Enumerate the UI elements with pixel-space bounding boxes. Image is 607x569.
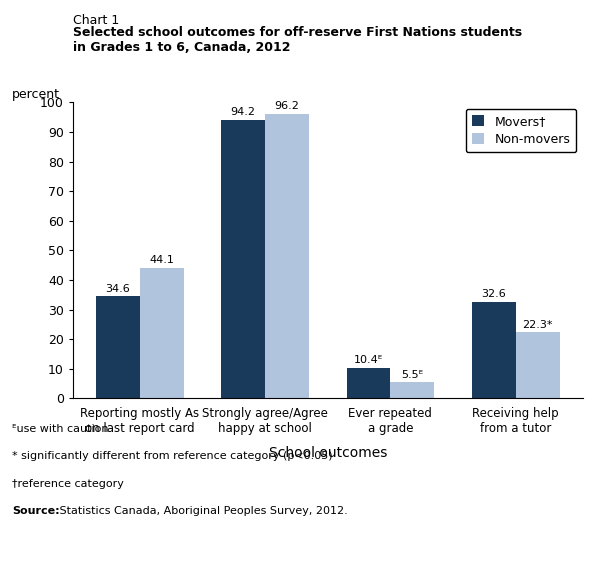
Bar — [347, 368, 390, 398]
Bar — [390, 382, 434, 398]
Text: Selected school outcomes for off-reserve First Nations students
in Grades 1 to 6: Selected school outcomes for off-reserve… — [73, 26, 522, 53]
Text: percent: percent — [12, 88, 60, 101]
Text: 96.2: 96.2 — [274, 101, 299, 112]
Bar — [516, 332, 560, 398]
Bar — [140, 268, 184, 398]
Text: Statistics Canada, Aboriginal Peoples Survey, 2012.: Statistics Canada, Aboriginal Peoples Su… — [56, 506, 348, 516]
Text: 94.2: 94.2 — [231, 107, 256, 117]
Text: 5.5ᴱ: 5.5ᴱ — [401, 370, 424, 380]
Text: †reference category: †reference category — [12, 479, 124, 489]
X-axis label: School outcomes: School outcomes — [268, 446, 387, 460]
Text: ᴱuse with caution: ᴱuse with caution — [12, 424, 109, 434]
Legend: Movers†, Non-movers: Movers†, Non-movers — [466, 109, 577, 152]
Text: 10.4ᴱ: 10.4ᴱ — [354, 355, 383, 365]
Bar — [96, 296, 140, 398]
Text: 22.3*: 22.3* — [523, 320, 553, 330]
Bar — [472, 302, 516, 398]
Bar — [222, 119, 265, 398]
Text: * significantly different from reference category (p<0.05): * significantly different from reference… — [12, 451, 333, 461]
Bar — [265, 114, 309, 398]
Text: Chart 1: Chart 1 — [73, 14, 119, 27]
Text: Source:: Source: — [12, 506, 59, 516]
Text: 34.6: 34.6 — [106, 283, 131, 294]
Text: 32.6: 32.6 — [481, 290, 506, 299]
Text: 44.1: 44.1 — [149, 255, 174, 266]
